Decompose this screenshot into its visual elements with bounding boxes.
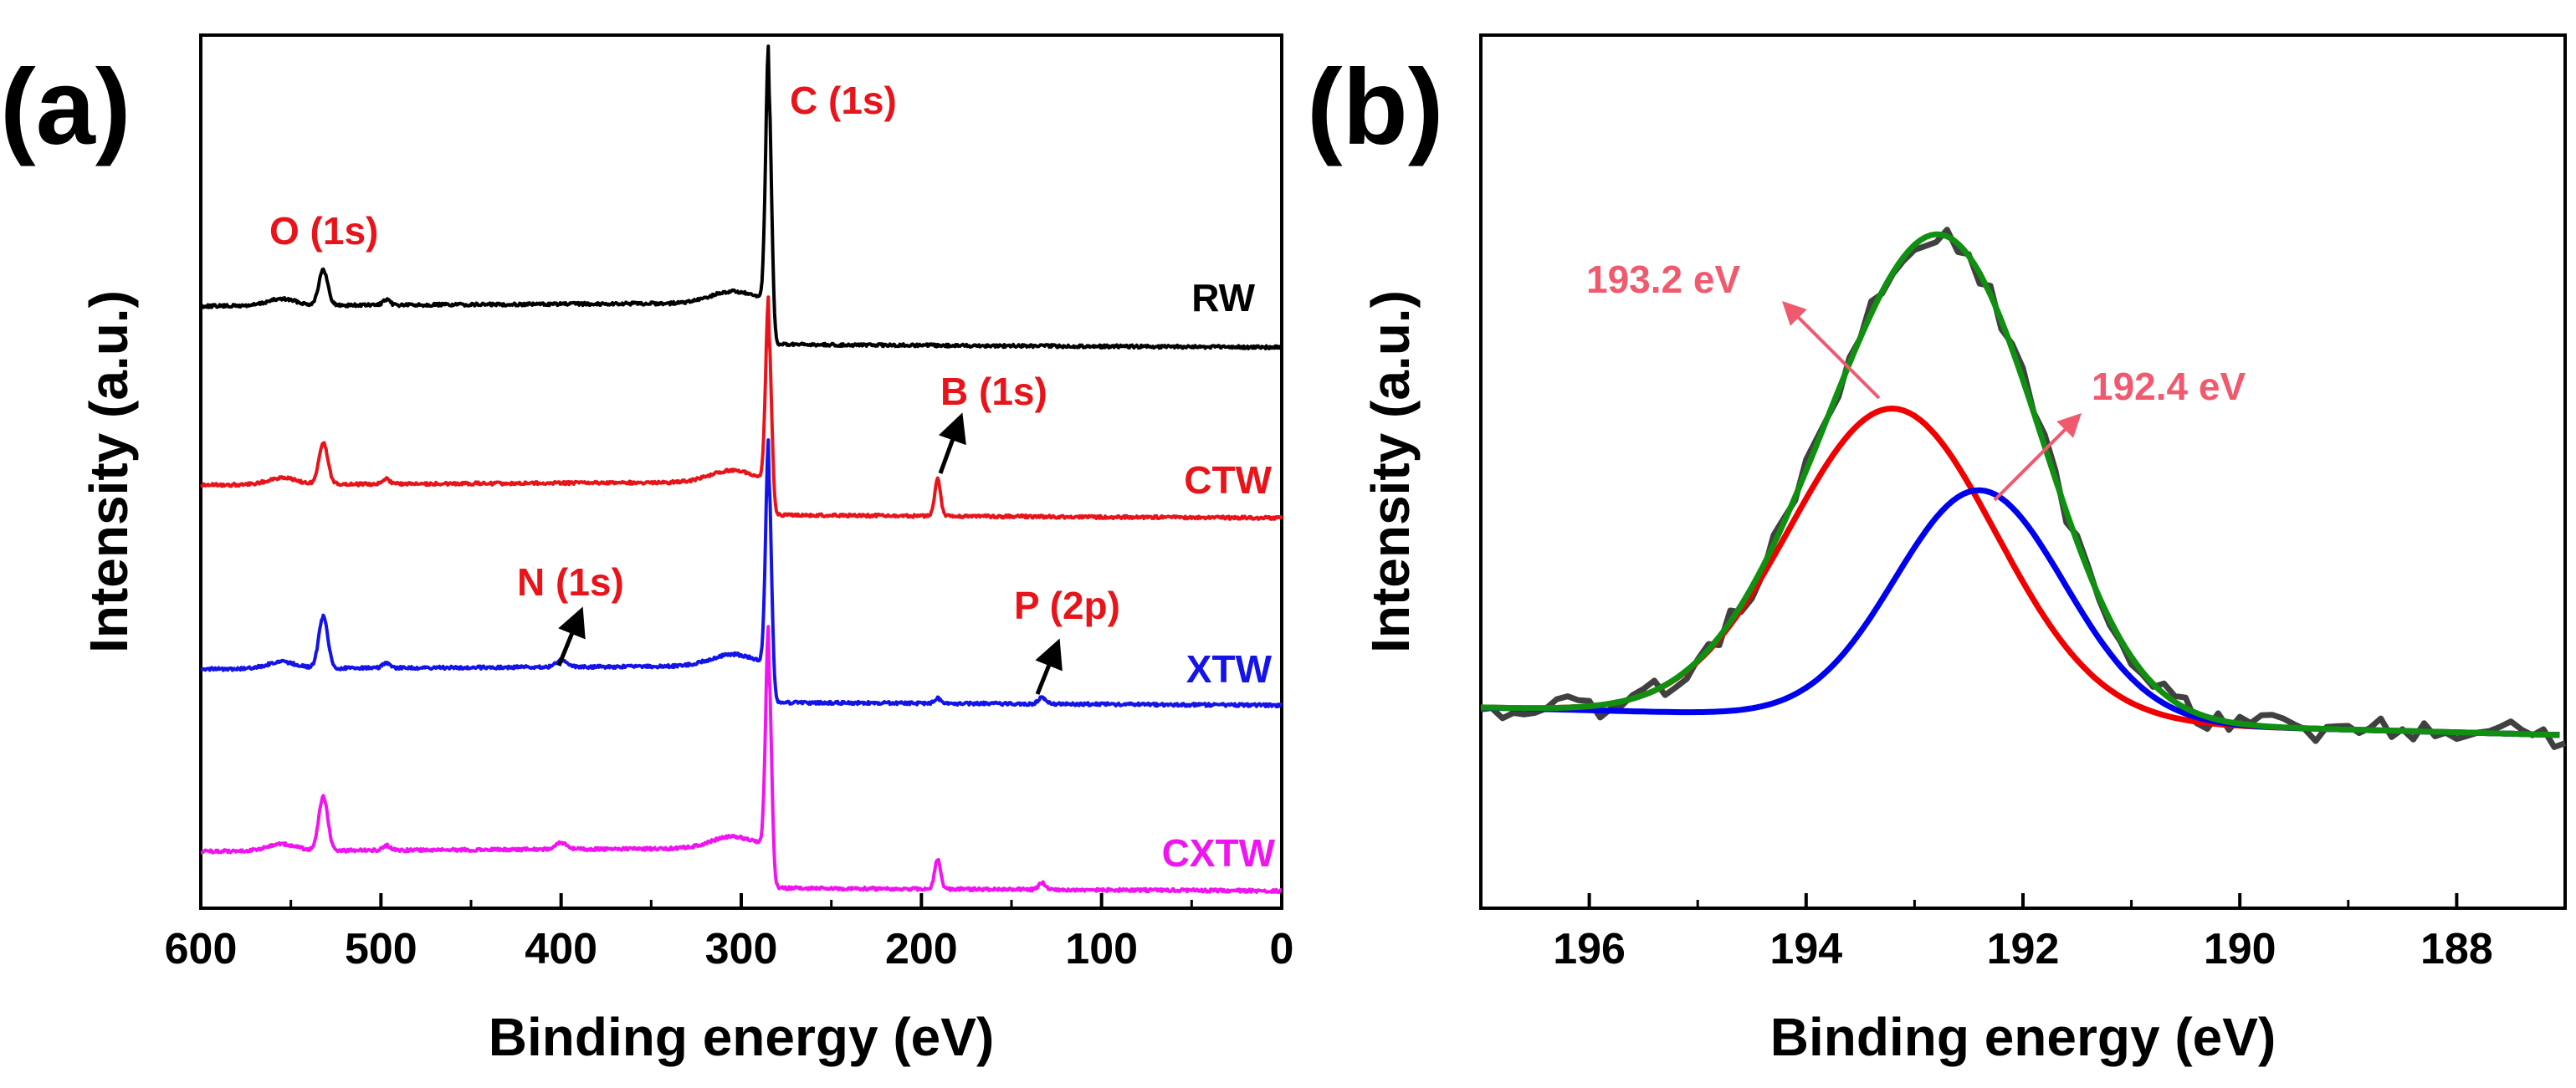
- series-line-xtw: [200, 438, 1283, 708]
- anno-n1s: N (1s): [517, 560, 624, 604]
- panel-a-x-tick-label: 600: [165, 925, 238, 973]
- anno-p2p: P (2p): [1014, 584, 1120, 627]
- arrow-193-2: [1782, 301, 1881, 400]
- panel-a-x-ticks: 600 500 400 300 200 100 0: [165, 893, 1294, 973]
- panel-b-label: (b): [1307, 48, 1443, 167]
- panel-b: (b) Intensity (a.u.) Binding energy (eV)…: [1307, 33, 2567, 1067]
- series-line-rw: [199, 44, 1283, 350]
- panel-a-x-axis-title: Binding energy (eV): [489, 1007, 995, 1067]
- anno-192-4: 192.4 eV: [2092, 365, 2246, 408]
- panel-b-x-tick-label: 194: [1769, 925, 1842, 973]
- panel-b-x-tick-label: 190: [2204, 925, 2276, 973]
- arrow-b1s: [938, 412, 966, 474]
- arrow-p2p: [1035, 638, 1063, 695]
- panel-b-y-axis-title: Intensity (a.u.): [1360, 290, 1421, 653]
- series-line-ctw: [200, 295, 1283, 521]
- series-line-envelope: [1480, 231, 2560, 738]
- series-line-cxtw: [200, 625, 1283, 894]
- series-line-raw: [1480, 227, 2567, 750]
- panel-a-x-tick-label: 200: [885, 925, 958, 973]
- arrow-192-4: [1993, 413, 2082, 502]
- arrow-n1s: [556, 606, 586, 667]
- panel-a-x-tick-label: 0: [1270, 925, 1294, 973]
- panel-b-x-axis-title: Binding energy (eV): [1770, 1007, 2276, 1067]
- panel-a-label: (a): [0, 48, 131, 167]
- anno-193-2: 193.2 eV: [1586, 258, 1740, 301]
- anno-c1s: C (1s): [790, 79, 897, 122]
- panel-a-series: [199, 44, 1283, 894]
- anno-b1s: B (1s): [940, 370, 1047, 413]
- panel-a-x-tick-label: 300: [705, 925, 778, 973]
- series-label-cxtw: CXTW: [1162, 831, 1276, 875]
- panel-b-x-tick-label: 188: [2420, 925, 2493, 973]
- series-label-ctw: CTW: [1184, 458, 1272, 502]
- panel-a: (a) Intensity (a.u.) Binding energy (eV)…: [0, 33, 1294, 1067]
- series-label-xtw: XTW: [1186, 647, 1273, 691]
- panel-b-x-ticks: 196 194 192 190 188: [1479, 893, 2567, 973]
- panel-b-series: [1480, 227, 2567, 750]
- panel-a-x-tick-label: 400: [525, 925, 597, 973]
- panel-b-x-tick-label: 192: [1987, 925, 2060, 973]
- series-label-rw: RW: [1191, 276, 1255, 319]
- panel-a-x-tick-label: 500: [345, 925, 417, 973]
- anno-o1s: O (1s): [269, 209, 378, 253]
- panel-a-x-tick-label: 100: [1065, 925, 1138, 973]
- panel-b-x-tick-label: 196: [1553, 925, 1626, 973]
- panel-a-y-axis-title: Intensity (a.u.): [79, 290, 139, 653]
